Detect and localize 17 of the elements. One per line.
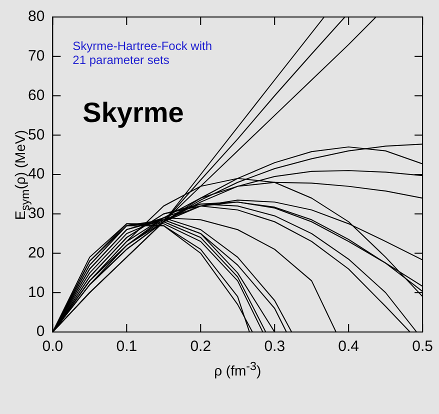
annotation: Skyrme-Hartree-Fock with 21 parameter sets <box>72 39 214 67</box>
x-tick-label: 0.2 <box>190 338 212 356</box>
y-tick-label: 40 <box>28 166 45 183</box>
y-tick-label: 70 <box>28 48 45 65</box>
y-tick-label: 80 <box>28 8 45 26</box>
x-tick-label: 0.5 <box>412 338 434 356</box>
x-tick-label: 0.4 <box>338 338 360 356</box>
y-tick-label: 20 <box>28 244 45 262</box>
x-tick-label: 0.0 <box>42 338 64 356</box>
x-tick-label: 0.1 <box>116 338 138 356</box>
y-tick-label: 60 <box>28 86 45 104</box>
annotation: Skyrme <box>82 97 184 129</box>
y-tick-label: 10 <box>28 284 45 301</box>
x-axis-title: ρ (fm$^{-3}$) <box>214 360 262 379</box>
y-tick-label: 0 <box>36 323 45 340</box>
x-tick-label: 0.3 <box>264 338 286 356</box>
y-tick-label: 50 <box>28 126 45 144</box>
